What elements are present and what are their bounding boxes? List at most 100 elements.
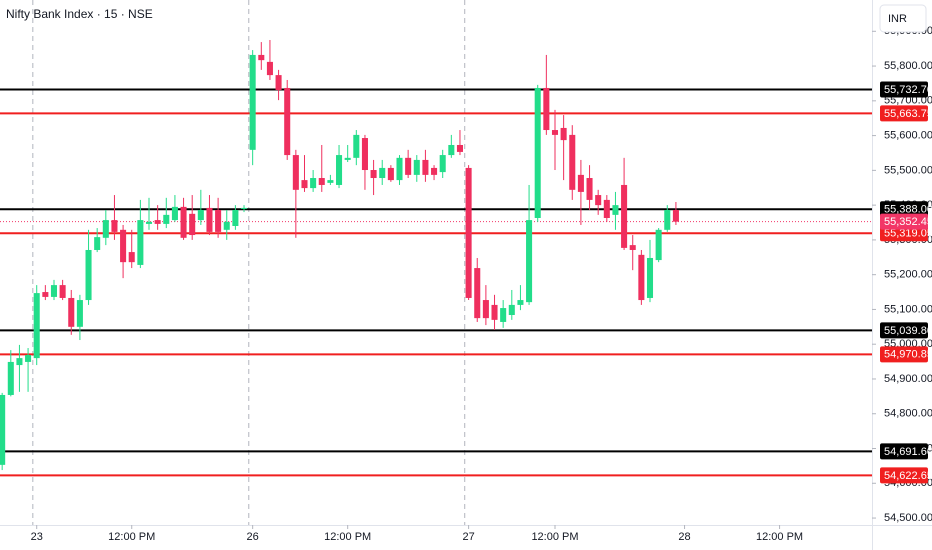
level-label-box [880, 105, 928, 122]
candle-body [456, 144, 463, 152]
candle-body [301, 180, 308, 189]
candle-body [336, 155, 343, 185]
candle-body [120, 229, 127, 263]
candle-body [422, 159, 429, 175]
candle-body [292, 155, 299, 190]
candle-body [629, 245, 636, 250]
candle-body [638, 254, 645, 301]
y-tick-label: 55,200.00 [884, 269, 932, 281]
candle-body [612, 205, 619, 215]
candle-body [68, 297, 75, 327]
y-tick-label: 55,500.00 [884, 164, 932, 176]
candle-body [171, 206, 178, 221]
currency[interactable]: INR [888, 13, 907, 25]
chart-title: Nifty Bank Index · 15 · NSE [6, 7, 153, 21]
plot [0, 0, 872, 525]
candle-body [603, 199, 610, 218]
candle-body [439, 155, 446, 173]
candle-body [664, 210, 671, 230]
candle-body [655, 229, 662, 261]
candle-body [16, 358, 23, 366]
candle-body [491, 304, 498, 320]
candle-body [258, 54, 265, 61]
candle-body [361, 138, 368, 171]
candle-body [387, 167, 394, 181]
level-label-box [880, 346, 928, 363]
candle-body [137, 220, 144, 265]
x-tick-label: 27 [462, 531, 474, 543]
last-price-box [880, 213, 928, 230]
candle-body [577, 174, 584, 192]
level-label: 54,970.85 [884, 349, 932, 361]
candle-body [197, 210, 204, 221]
candle-body [33, 293, 40, 359]
candle-body [551, 130, 559, 135]
candle-body [396, 157, 403, 181]
x-tick-label: 23 [31, 531, 43, 543]
x-tick-label: 12:00 PM [324, 531, 371, 543]
level-label: 55,388.00 [884, 204, 932, 216]
candle-body [42, 292, 49, 297]
level-label-box [880, 467, 928, 484]
candle-body [474, 268, 481, 319]
y-tick-label: 55,600.00 [884, 130, 932, 142]
level-label: 55,663.75 [884, 108, 932, 120]
y-tick-label: 55,100.00 [884, 303, 932, 315]
last-price-label: 55,352.45 [884, 216, 932, 228]
candle-body [405, 157, 412, 175]
candle-body [500, 308, 507, 322]
candle-body [370, 170, 377, 179]
candle-body [59, 285, 66, 298]
level-label: 55,039.80 [884, 325, 932, 337]
candle-body [465, 167, 472, 298]
candle-body [526, 220, 533, 303]
candle-body [379, 167, 386, 179]
candle-body [508, 304, 515, 315]
y-tick-label: 54,500.00 [884, 512, 932, 524]
axes: 54,500.0054,600.0054,700.0054,800.0054,9… [31, 25, 932, 543]
x-tick-label: 12:00 PM [756, 531, 803, 543]
candle-body [232, 210, 239, 226]
candle-body [76, 300, 83, 327]
candle-body [560, 127, 567, 141]
candle-body [543, 87, 550, 131]
candle-body [94, 237, 101, 250]
candle-body [517, 300, 524, 305]
level-label-box [880, 81, 928, 98]
candle-body [431, 167, 438, 175]
candle-body [25, 354, 32, 362]
candle-body [310, 178, 317, 189]
y-tick-label: 54,900.00 [884, 373, 932, 385]
candle-body [50, 285, 58, 297]
candle-body [621, 184, 628, 248]
candle-body [534, 87, 541, 218]
candle-body [327, 180, 334, 183]
candle-body [85, 249, 92, 301]
y-tick-label: 55,800.00 [884, 60, 932, 72]
candle-body [163, 214, 170, 224]
candle-body [249, 54, 256, 150]
y-tick-label: 55,700.00 [884, 95, 932, 107]
candle-body [223, 221, 230, 230]
currency-box[interactable] [879, 4, 927, 33]
candle-body [0, 394, 6, 465]
candle-body [7, 361, 14, 395]
y-tick-label: 54,800.00 [884, 408, 932, 420]
candle-body [215, 210, 222, 232]
candle-body [586, 178, 593, 200]
level-label: 55,319.05 [884, 228, 932, 240]
candle-body [595, 195, 602, 206]
candle-body [672, 210, 679, 222]
level-label-box [880, 201, 928, 218]
x-tick-label: 12:00 PM [108, 531, 155, 543]
candle-body [240, 207, 248, 209]
candle-body [266, 61, 273, 76]
level-label-box [880, 322, 928, 339]
level-label: 55,732.70 [884, 84, 932, 96]
x-tick-label: 26 [247, 531, 259, 543]
candle-body [353, 134, 360, 158]
level-label: 54,622.65 [884, 470, 932, 482]
candle-body [318, 178, 325, 185]
candle-body [448, 144, 455, 156]
